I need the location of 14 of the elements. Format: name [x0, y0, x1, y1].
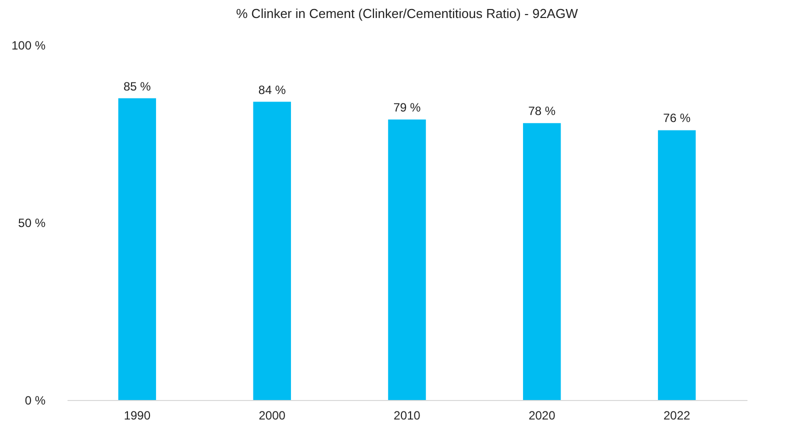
x-tick-label: 1990: [124, 408, 151, 422]
data-label: 84 %: [258, 82, 286, 97]
data-label: 85 %: [123, 79, 152, 94]
y-tick-label: 0 %: [24, 394, 46, 408]
x-tick-label: 2022: [663, 408, 691, 422]
chart-title: % Clinker in Cement (Clinker/Cementitious Ratio) - 92AGW: [236, 6, 579, 21]
data-label: 79 %: [393, 100, 421, 115]
x-tick-label: 2000: [258, 408, 286, 422]
data-label: 76 %: [663, 111, 691, 126]
data-label: 78 %: [528, 104, 556, 118]
y-tick-label: 50 %: [18, 216, 46, 230]
x-tick-label: 2020: [528, 408, 556, 422]
y-tick-label: 100 %: [11, 38, 46, 52]
x-tick-label: 2010: [394, 408, 421, 422]
